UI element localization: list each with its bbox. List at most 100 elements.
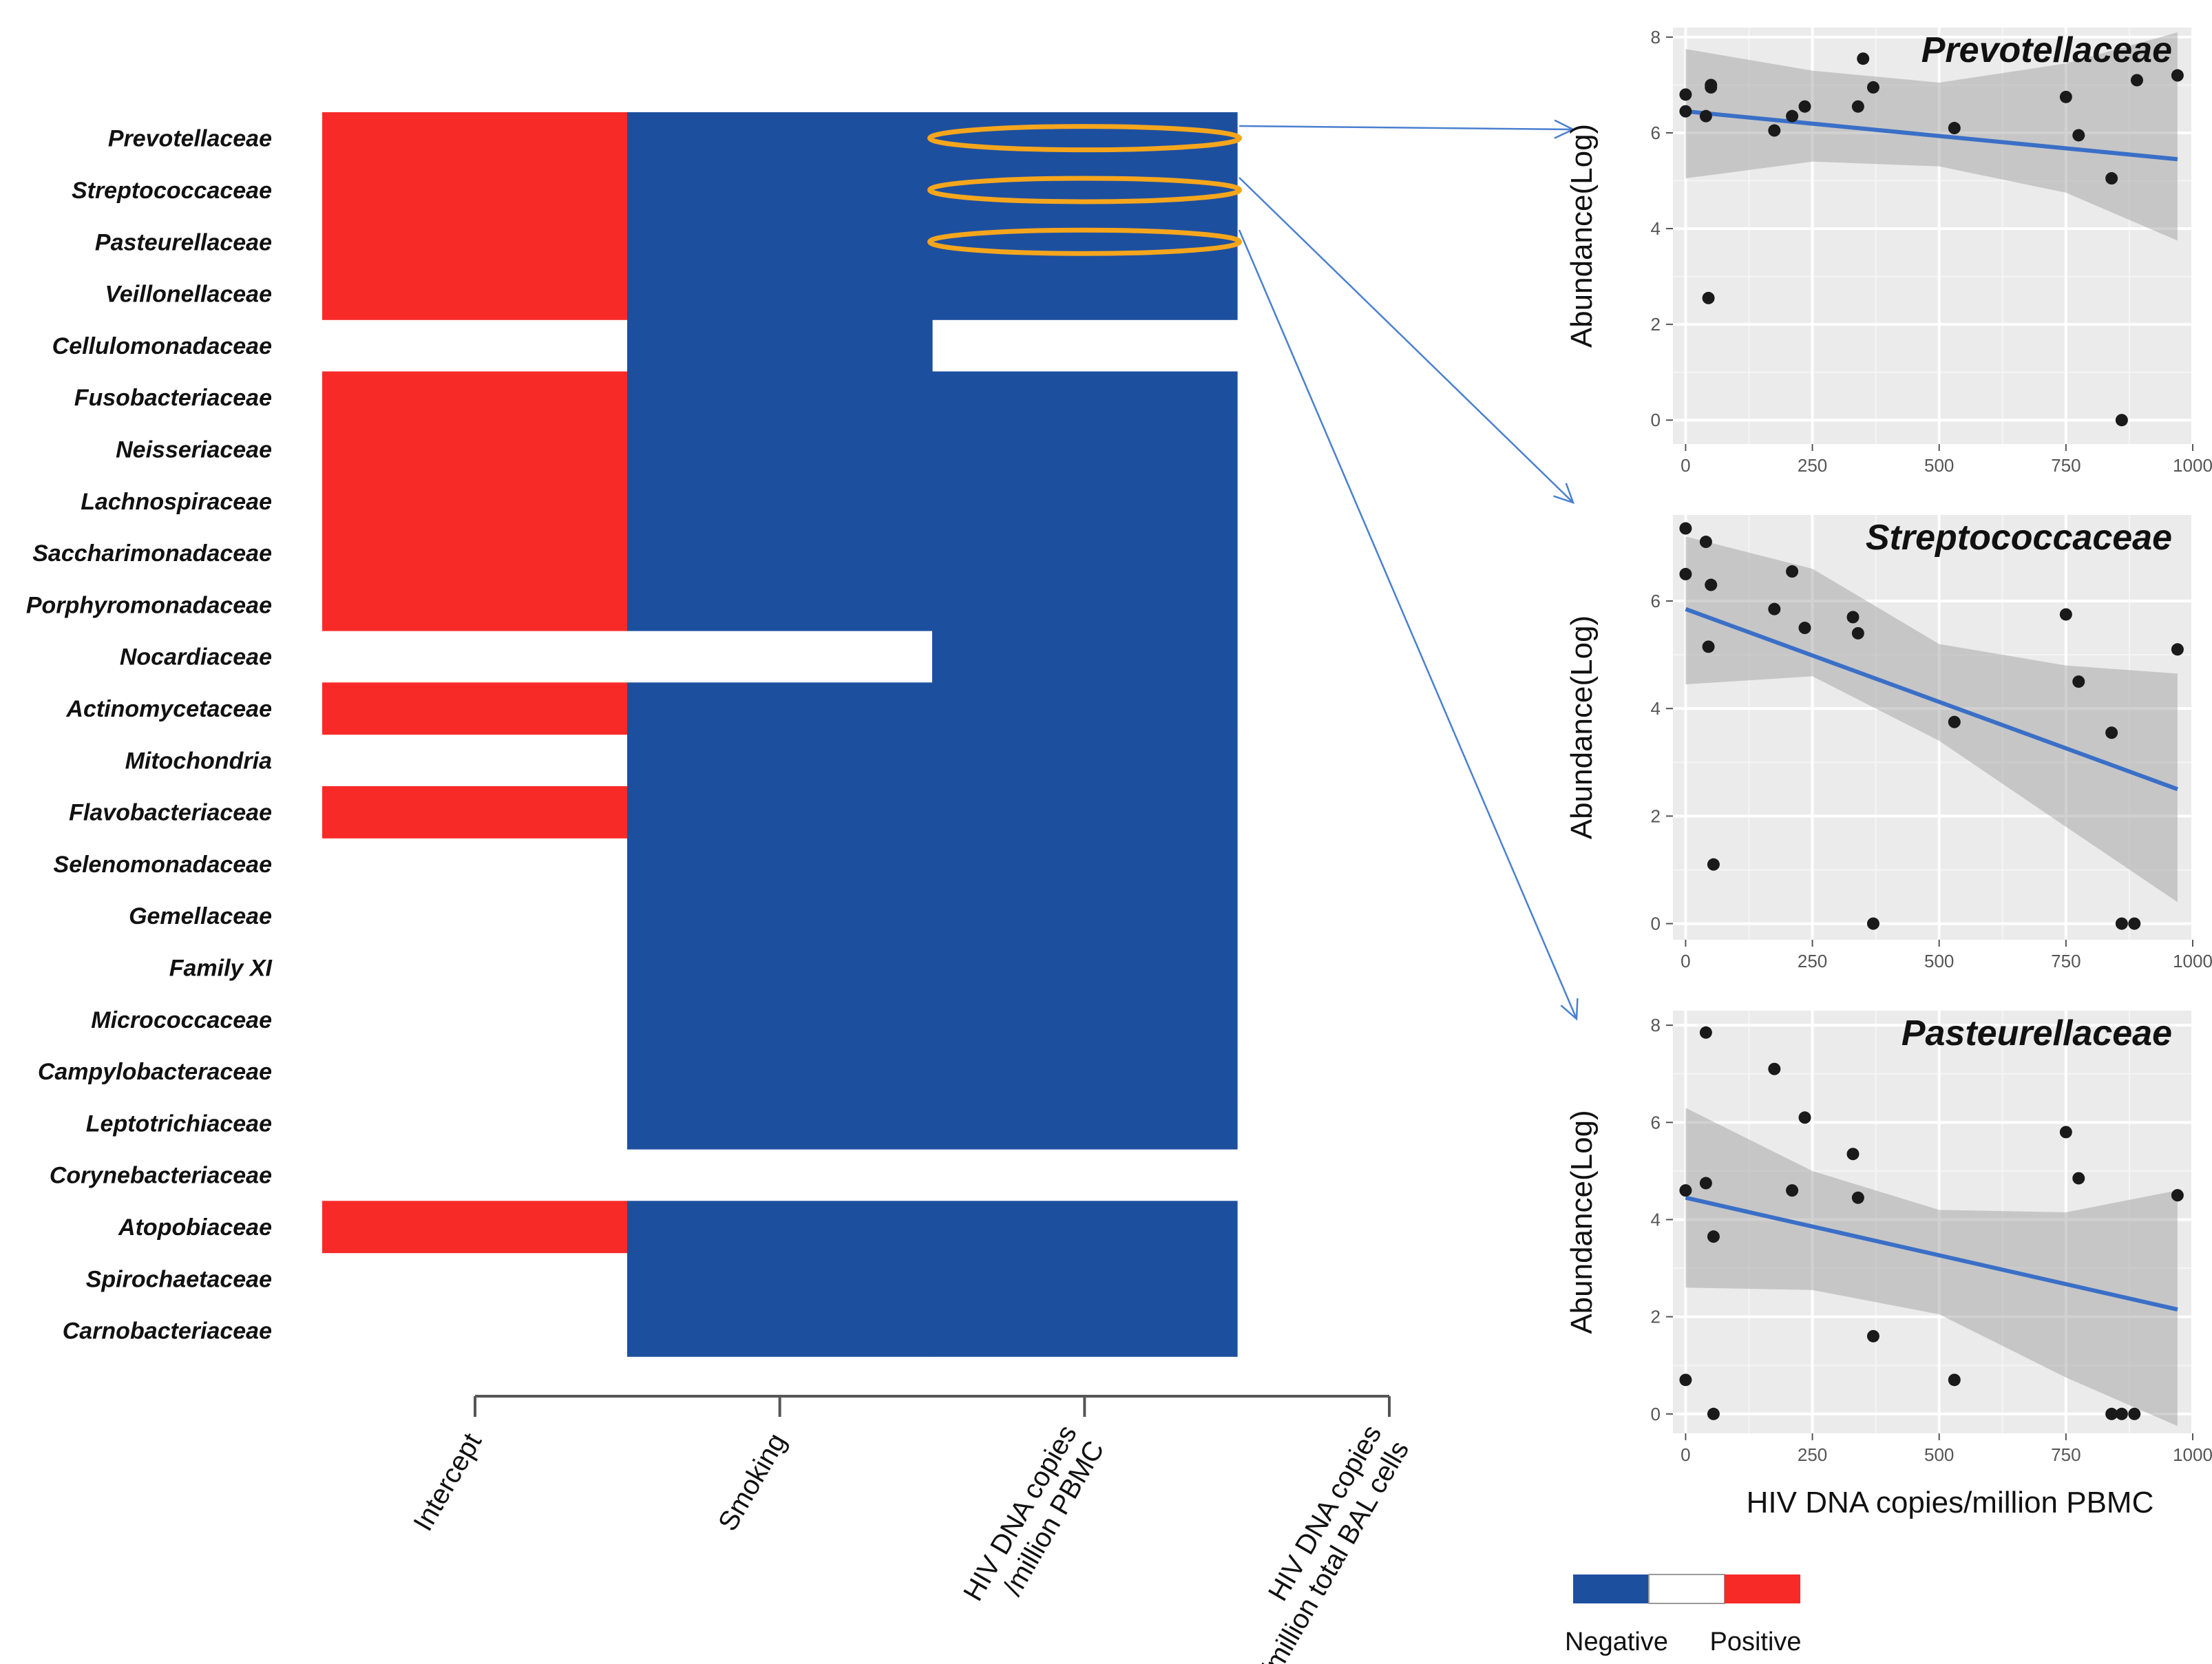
data-point xyxy=(1768,124,1781,137)
heatmap-cell xyxy=(932,682,1238,735)
heatmap-cell xyxy=(932,1201,1238,1254)
heatmap-column-axis: Intercept Smoking HIV DNA copies/million P… xyxy=(408,1395,1415,1664)
data-point xyxy=(2059,90,2072,103)
heatmap-cell xyxy=(322,164,628,217)
heatmap-cell xyxy=(322,371,628,424)
heatmap-cell xyxy=(932,267,1238,320)
data-point xyxy=(2115,917,2128,930)
heatmap-cell xyxy=(932,941,1238,994)
data-point xyxy=(1679,522,1692,535)
heatmap-cell xyxy=(322,786,628,839)
row-label: Corynebacteriaceae xyxy=(50,1163,272,1189)
data-point xyxy=(1699,1177,1712,1190)
y-axis-title: Abundance(Log) xyxy=(1565,124,1599,348)
heatmap-cell xyxy=(627,1097,933,1150)
heatmap-cell xyxy=(932,1045,1238,1098)
heatmap-cell xyxy=(627,215,933,268)
heatmap-cell xyxy=(932,1252,1238,1305)
data-point xyxy=(2171,69,2184,82)
row-label: Cellulomonadaceae xyxy=(52,333,272,359)
data-point xyxy=(1699,1026,1712,1039)
y-tick-label: 2 xyxy=(1651,805,1661,826)
plot-background xyxy=(1673,1011,2193,1433)
legend-swatch-negative xyxy=(1573,1575,1649,1603)
heatmap-cell xyxy=(627,682,933,735)
callout-arrow-head xyxy=(1553,483,1575,505)
data-point xyxy=(2072,1172,2085,1185)
x-tick-label: 0 xyxy=(1681,455,1690,476)
row-label: Spirochaetaceae xyxy=(86,1266,272,1292)
heatmap-cell xyxy=(627,578,933,631)
row-label: Pasteurellaceae xyxy=(95,229,272,255)
y-tick-label: 6 xyxy=(1651,591,1661,611)
data-point xyxy=(2115,414,2128,427)
row-label: Gemellaceae xyxy=(129,903,272,929)
y-tick-label: 8 xyxy=(1651,27,1661,48)
heatmap-cell xyxy=(627,112,933,165)
heatmap-cell xyxy=(322,475,628,527)
data-point xyxy=(1679,567,1692,580)
row-label: Carnobacteriaceae xyxy=(63,1318,272,1345)
heatmap-cell xyxy=(932,527,1238,580)
column-label: HIV DNA copies/million PBMC xyxy=(958,1420,1110,1622)
row-label: Nocardiaceae xyxy=(120,644,272,671)
callout-arrows xyxy=(1238,119,1579,1021)
x-tick-label: 500 xyxy=(1924,951,1954,971)
heatmap-cell xyxy=(322,1201,628,1254)
y-axis-title: Abundance(Log) xyxy=(1565,1110,1599,1334)
row-label: Veillonellaceae xyxy=(105,282,272,308)
data-point xyxy=(1786,1184,1799,1197)
legend-swatch-zero xyxy=(1648,1574,1725,1604)
heatmap-cell xyxy=(627,371,933,424)
data-point xyxy=(1679,88,1692,101)
heatmap-cell xyxy=(322,527,628,580)
heatmap-cell xyxy=(932,371,1238,424)
heatmap-cell xyxy=(627,164,933,217)
data-point xyxy=(1851,100,1864,113)
heatmap-cell xyxy=(322,682,628,735)
y-tick-label: 6 xyxy=(1651,123,1661,143)
panel-title: Pasteurellaceae xyxy=(1902,1013,2172,1053)
data-point xyxy=(1699,109,1712,123)
x-tick-label: 750 xyxy=(2051,455,2081,476)
column-label: Smoking xyxy=(713,1429,792,1537)
callout-arrow-line xyxy=(1238,229,1578,1020)
legend-swatch-positive xyxy=(1725,1575,1800,1603)
data-point xyxy=(1948,715,1961,728)
data-point xyxy=(1798,622,1811,635)
data-point xyxy=(2171,643,2184,656)
data-point xyxy=(1851,1191,1864,1204)
data-point xyxy=(1699,536,1712,549)
data-point xyxy=(1707,858,1720,871)
legend-label-negative: Negative xyxy=(1565,1628,1668,1656)
row-label: Atopobiaceae xyxy=(118,1214,272,1241)
heatmap: Prevotellaceae Streptococcaceae Pasteurell… xyxy=(26,112,1242,1357)
scatter-panels: 0 250 500 750 1000 0 2 4 6 8 Prevotellaceae Abundan… xyxy=(1565,27,2212,1519)
heatmap-cell xyxy=(627,527,933,580)
heatmap-cell xyxy=(627,267,933,320)
heatmap-cell xyxy=(932,838,1238,891)
data-point xyxy=(1702,640,1715,653)
heatmap-cell xyxy=(932,164,1238,217)
heatmap-cell xyxy=(627,1304,933,1357)
data-point xyxy=(1798,100,1811,113)
x-tick-label: 250 xyxy=(1798,1444,1827,1465)
x-tick-label: 1000 xyxy=(2173,951,2212,971)
x-tick-label: 1000 xyxy=(2173,1444,2212,1465)
heatmap-cell xyxy=(322,112,628,165)
heatmap-cell xyxy=(627,1201,933,1254)
callout-arrow-head xyxy=(1560,998,1579,1021)
data-point xyxy=(2105,1407,2118,1420)
data-point xyxy=(1866,81,1879,94)
heatmap-cell xyxy=(932,112,1238,165)
y-tick-label: 4 xyxy=(1651,218,1661,239)
x-tick-label: 250 xyxy=(1798,455,1827,476)
data-point xyxy=(1679,105,1692,118)
heatmap-cell xyxy=(627,786,933,839)
y-tick-label: 0 xyxy=(1651,914,1661,934)
scatter-panel: 0 250 500 750 1000 0 2 4 6 Streptococcaceae Abunda… xyxy=(1565,515,2212,971)
y-tick-label: 6 xyxy=(1651,1112,1661,1133)
data-point xyxy=(2130,74,2143,87)
data-point xyxy=(1786,565,1799,578)
